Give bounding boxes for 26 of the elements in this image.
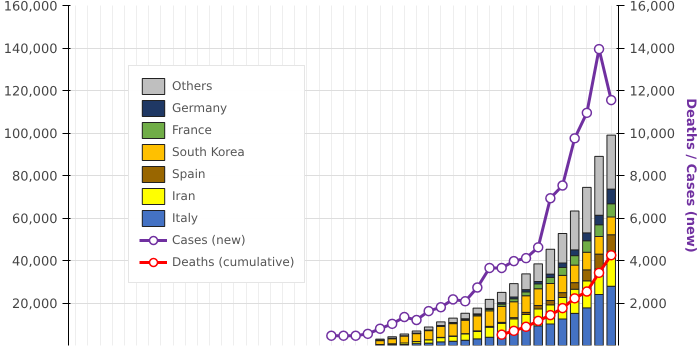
- y2-axis-title: Deaths / Cases (new): [682, 98, 698, 253]
- y2-tick-label: 4,000: [630, 254, 667, 270]
- y-tick-label: 80,000: [12, 170, 58, 184]
- legend-label: Italy: [172, 211, 198, 225]
- y2-tick-label: 8,000: [630, 170, 667, 184]
- y-tick-label: 60,000: [12, 212, 58, 227]
- y2-tick-label: 2,000: [630, 297, 667, 312]
- legend-label: Germany: [172, 101, 228, 115]
- legend-label: Iran: [172, 189, 196, 203]
- legend-label: Cases (new): [172, 233, 246, 247]
- y-tick-label: 120,000: [4, 84, 58, 100]
- legend-label: France: [172, 123, 212, 137]
- y-tick-label: 100,000: [4, 127, 58, 142]
- y-tick-label: 20,000: [12, 297, 58, 312]
- y2-tick-label: 10,000: [630, 127, 675, 142]
- y-tick-label: 160,000: [4, 0, 58, 14]
- y2-tick-label: 12,000: [630, 84, 675, 100]
- y2-tick-label: 16,000: [630, 0, 675, 14]
- legend-label: Spain: [172, 167, 206, 181]
- legend-label: Others: [172, 79, 212, 93]
- y2-tick-label: 14,000: [630, 42, 675, 57]
- legend-label: Deaths (cumulative): [172, 255, 294, 269]
- y-tick-label: 40,000: [12, 254, 58, 270]
- y-tick-label: 140,000: [4, 42, 58, 57]
- legend-label: South Korea: [172, 145, 245, 159]
- y2-tick-label: 6,000: [630, 212, 667, 227]
